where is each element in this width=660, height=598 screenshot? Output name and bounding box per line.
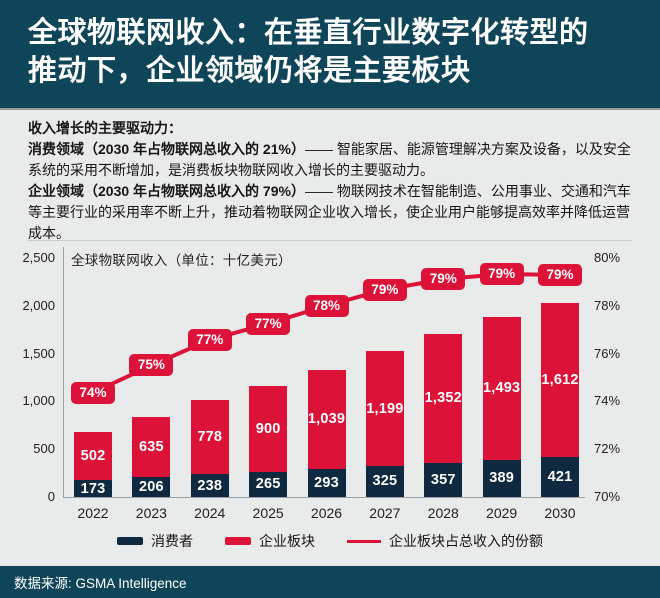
legend: 消费者 企业板块 企业板块占总收入的份额 xyxy=(0,531,660,551)
year-label-2029: 2029 xyxy=(486,505,518,521)
legend-label-consumer: 消费者 xyxy=(151,533,193,549)
year-label-2022: 2022 xyxy=(77,505,109,521)
year-label-2030: 2030 xyxy=(544,505,576,521)
iot-revenue-chart: 全球物联网收入（单位：十亿美元） 0 500 1,000 1,500 2,000 2,50… xyxy=(0,245,660,535)
bar-consumer-2023: 206 xyxy=(132,477,171,497)
footer: 数据来源: GSMA Intelligence xyxy=(0,566,660,598)
year-label-2023: 2023 xyxy=(135,505,167,521)
left-axis-tick: 2,500 xyxy=(22,250,55,265)
legend-item-share: 企业板块占总收入的份额 xyxy=(347,531,543,551)
drivers-heading: 收入增长的主要驱动力： xyxy=(28,120,182,136)
driver-consumer-paragraph: 消费领域（2030 年占物联网总收入的 21%）—— 智能家居、能源管理解决方案… xyxy=(28,139,634,181)
left-axis-tick: 1,000 xyxy=(22,393,55,409)
data-source: 数据来源: GSMA Intelligence xyxy=(14,576,187,591)
driver-enterprise-paragraph: 企业领域（2030 年占物联网总收入的 79%）—— 物联网技术在智能制造、公用… xyxy=(28,181,634,244)
left-axis-tick: 0 xyxy=(47,489,55,504)
bar-enterprise-2030: 1,612 xyxy=(541,302,579,457)
driver-consumer-text: —— 智能家居、能源管理解决方案及设备，以及安全系统的采用不断增加，是消费板块物… xyxy=(28,141,631,178)
share-point-label-2023: 75% xyxy=(129,354,174,377)
legend-label-enterprise: 企业板块 xyxy=(259,533,315,549)
right-axis-tick: 76% xyxy=(594,345,621,361)
year-label-2027: 2027 xyxy=(369,505,401,521)
bar-enterprise-2026: 1,039 xyxy=(307,369,346,469)
section-divider xyxy=(28,240,632,241)
bar-consumer-2029: 389 xyxy=(482,459,521,497)
chart-title: 全球物联网收入（单位：十亿美元） xyxy=(71,253,292,268)
share-point-label-2027: 79% xyxy=(362,278,407,301)
legend-label-share: 企业板块占总收入的份额 xyxy=(389,533,543,549)
right-axis-tick: 72% xyxy=(594,441,621,457)
y-axis-line xyxy=(63,247,64,497)
bar-enterprise-2025: 900 xyxy=(249,385,288,472)
share-point-label-2030: 79% xyxy=(538,263,582,286)
right-axis-tick: 74% xyxy=(594,393,621,409)
bar-consumer-2024: 238 xyxy=(190,474,229,497)
year-label-2028: 2028 xyxy=(427,505,459,521)
driver-enterprise-text: —— 物联网技术在智能制造、公用事业、交通和汽车等主要行业的采用率不断上升，推动… xyxy=(28,183,631,241)
bar-enterprise-2028: 1,352 xyxy=(424,333,463,463)
bar-enterprise-2024: 778 xyxy=(190,399,229,475)
bar-consumer-2025: 265 xyxy=(249,471,288,497)
x-axis-line xyxy=(63,497,585,498)
driver-enterprise-lead: 企业领域（2030 年占物联网总收入的 79%） xyxy=(28,183,305,199)
bar-consumer-2027: 325 xyxy=(365,465,404,497)
right-axis-tick: 78% xyxy=(594,297,621,313)
right-axis-tick: 70% xyxy=(594,489,621,504)
page-title: 全球物联网收入：在垂直行业数字化转型的 推动下，企业领域仍将是主要板块 xyxy=(28,14,638,90)
year-label-2024: 2024 xyxy=(194,505,226,521)
enterprise-swatch-icon xyxy=(225,537,251,545)
left-axis-tick: 1,500 xyxy=(22,345,55,361)
driver-consumer-lead: 消费领域（2030 年占物联网总收入的 21%） xyxy=(28,141,305,157)
bar-consumer-2030: 421 xyxy=(541,456,579,497)
bar-enterprise-2023: 635 xyxy=(132,416,171,478)
share-point-label-2029: 79% xyxy=(479,263,524,285)
bar-consumer-2028: 357 xyxy=(424,462,463,497)
bar-enterprise-2022: 502 xyxy=(74,432,112,481)
share-point-label-2026: 78% xyxy=(304,294,349,317)
year-label-2026: 2026 xyxy=(310,505,343,521)
share-point-label-2025: 77% xyxy=(246,312,291,335)
bar-enterprise-2029: 1,493 xyxy=(482,317,521,460)
share-point-label-2024: 77% xyxy=(187,328,232,351)
bar-consumer-2026: 293 xyxy=(307,468,346,497)
year-label-2025: 2025 xyxy=(252,505,284,521)
left-axis-tick: 2,000 xyxy=(22,297,55,313)
drivers-text-block: 收入增长的主要驱动力： 消费领域（2030 年占物联网总收入的 21%）—— 智… xyxy=(28,118,634,244)
consumer-swatch-icon xyxy=(117,537,143,545)
header: 全球物联网收入：在垂直行业数字化转型的 推动下，企业领域仍将是主要板块 xyxy=(0,0,660,108)
page-title-line-2: 推动下，企业领域仍将是主要板块 xyxy=(28,55,471,87)
share-line-swatch-icon xyxy=(347,539,381,543)
bar-enterprise-2027: 1,199 xyxy=(365,351,404,466)
share-point-label-2028: 79% xyxy=(421,268,466,291)
page-title-line-1: 全球物联网收入：在垂直行业数字化转型的 xyxy=(28,17,589,49)
bar-consumer-2022: 173 xyxy=(74,480,112,497)
share-point-label-2022: 74% xyxy=(71,381,115,404)
legend-item-enterprise: 企业板块 xyxy=(225,531,315,551)
left-axis-tick: 500 xyxy=(33,441,55,457)
legend-item-consumer: 消费者 xyxy=(117,531,193,551)
right-axis-tick: 80% xyxy=(594,250,621,265)
